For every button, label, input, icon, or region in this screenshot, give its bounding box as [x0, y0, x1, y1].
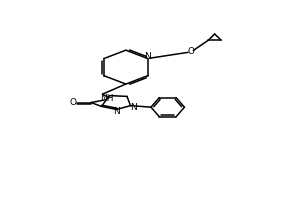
Text: O: O — [69, 98, 76, 107]
Text: N: N — [145, 52, 152, 61]
Text: N: N — [113, 107, 120, 116]
Text: O: O — [188, 47, 194, 56]
Text: N: N — [130, 103, 137, 112]
Text: NH: NH — [100, 94, 113, 103]
